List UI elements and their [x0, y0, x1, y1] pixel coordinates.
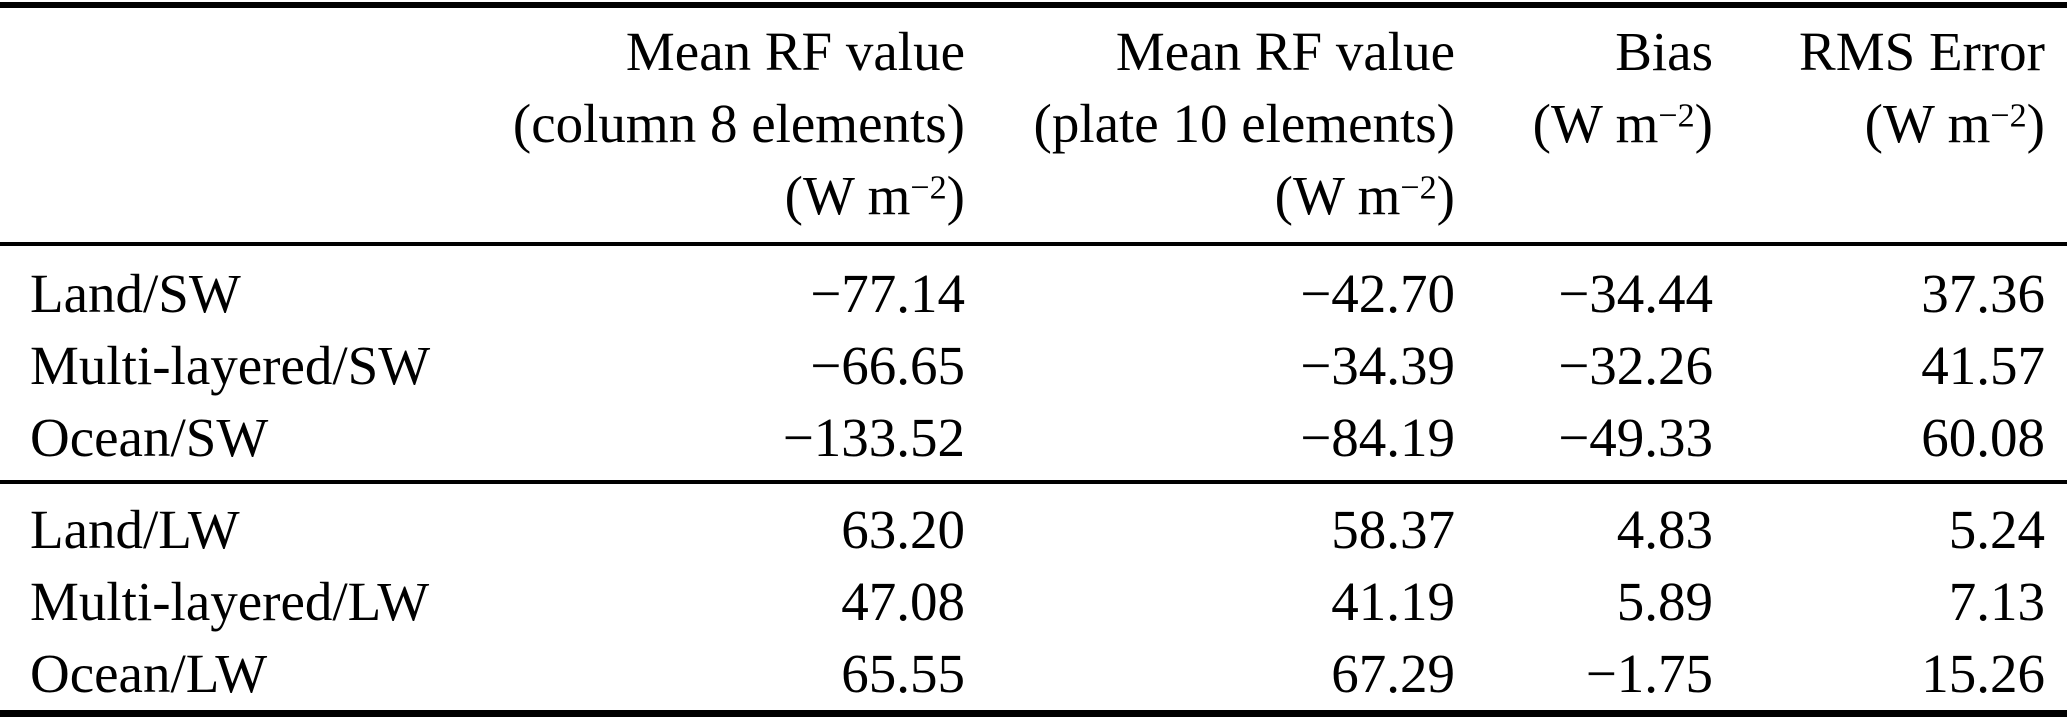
cell-mean-rf-column: 65.55	[841, 643, 965, 704]
cell-mean-rf-plate: 67.29	[1331, 643, 1455, 704]
table-header: Mean RF value (column 8 elements) (W m−2…	[0, 8, 2067, 242]
unit-exponent: −2	[1658, 97, 1695, 135]
cell-mean-rf-plate: 58.37	[1331, 499, 1455, 560]
header-col-rms-error: RMS Error (W m−2)	[1713, 16, 2045, 232]
row-label: Land/LW	[30, 499, 240, 560]
cell-bias: 4.83	[1616, 499, 1713, 560]
header-line: RMS Error	[1799, 21, 2045, 82]
table-row: Land/LW 63.20 58.37 4.83 5.24	[30, 494, 2045, 566]
table-group-sw: Land/SW −77.14 −42.70 −34.44 37.36 Multi…	[0, 246, 2067, 480]
unit-exponent: −2	[1990, 97, 2027, 135]
row-label: Ocean/LW	[30, 643, 268, 704]
cell-mean-rf-column: −66.65	[810, 335, 965, 396]
unit-exponent: −2	[1400, 169, 1437, 207]
unit-suffix: )	[2026, 93, 2045, 154]
header-row: Mean RF value (column 8 elements) (W m−2…	[30, 16, 2045, 232]
header-line: Bias	[1615, 21, 1713, 82]
cell-mean-rf-column: 63.20	[841, 499, 965, 560]
row-label: Multi-layered/SW	[30, 335, 431, 396]
cell-mean-rf-plate: 41.19	[1331, 571, 1455, 632]
cell-mean-rf-column: 47.08	[841, 571, 965, 632]
unit-prefix: (W m	[784, 165, 911, 226]
header-line: (plate 10 elements)	[1033, 93, 1456, 154]
header-unit: (W m−2)	[450, 160, 965, 232]
cell-mean-rf-column: −77.14	[810, 263, 965, 324]
cell-bias: −49.33	[1558, 407, 1713, 468]
header-unit: (W m−2)	[1713, 88, 2045, 160]
cell-rms-error: 60.08	[1921, 407, 2045, 468]
unit-suffix: )	[1436, 165, 1455, 226]
header-unit: (W m−2)	[965, 160, 1455, 232]
unit-prefix: (W m	[1274, 165, 1401, 226]
cell-rms-error: 5.24	[1948, 499, 2045, 560]
header-empty-cell	[30, 16, 450, 232]
cell-mean-rf-plate: −84.19	[1300, 407, 1455, 468]
table-row: Land/SW −77.14 −42.70 −34.44 37.36	[30, 258, 2045, 330]
cell-bias: −1.75	[1585, 643, 1713, 704]
header-col-mean-rf-plate: Mean RF value (plate 10 elements) (W m−2…	[965, 16, 1456, 232]
unit-suffix: )	[946, 165, 965, 226]
table-group-lw: Land/LW 63.20 58.37 4.83 5.24 Multi-laye…	[0, 484, 2067, 710]
cell-rms-error: 37.36	[1921, 263, 2045, 324]
cell-rms-error: 15.26	[1921, 643, 2045, 704]
row-label: Multi-layered/LW	[30, 571, 430, 632]
table-row: Ocean/SW −133.52 −84.19 −49.33 60.08	[30, 402, 2045, 474]
unit-prefix: (W m	[1864, 93, 1991, 154]
group-separator-rule	[0, 480, 2067, 484]
unit-suffix: )	[1694, 93, 1713, 154]
table-top-rule	[0, 2, 2067, 8]
header-line: (column 8 elements)	[512, 93, 965, 154]
header-line: Mean RF value	[625, 21, 965, 82]
header-col-mean-rf-column: Mean RF value (column 8 elements) (W m−2…	[450, 16, 965, 232]
table-row: Ocean/LW 65.55 67.29 −1.75 15.26	[30, 638, 2045, 710]
cell-rms-error: 7.13	[1948, 571, 2045, 632]
header-unit: (W m−2)	[1455, 88, 1713, 160]
cell-bias: −32.26	[1558, 335, 1713, 396]
table-row: Multi-layered/SW −66.65 −34.39 −32.26 41…	[30, 330, 2045, 402]
cell-bias: −34.44	[1558, 263, 1713, 324]
row-label: Land/SW	[30, 263, 241, 324]
header-line: Mean RF value	[1115, 21, 1455, 82]
unit-prefix: (W m	[1532, 93, 1659, 154]
cell-mean-rf-plate: −34.39	[1300, 335, 1455, 396]
unit-exponent: −2	[910, 169, 947, 207]
row-label: Ocean/SW	[30, 407, 269, 468]
header-col-bias: Bias (W m−2)	[1455, 16, 1713, 232]
cell-mean-rf-plate: −42.70	[1300, 263, 1455, 324]
table-row: Multi-layered/LW 47.08 41.19 5.89 7.13	[30, 566, 2045, 638]
table-bottom-rule	[0, 710, 2067, 717]
cell-rms-error: 41.57	[1921, 335, 2045, 396]
cell-mean-rf-column: −133.52	[782, 407, 965, 468]
header-separator-rule	[0, 242, 2067, 246]
cell-bias: 5.89	[1616, 571, 1713, 632]
